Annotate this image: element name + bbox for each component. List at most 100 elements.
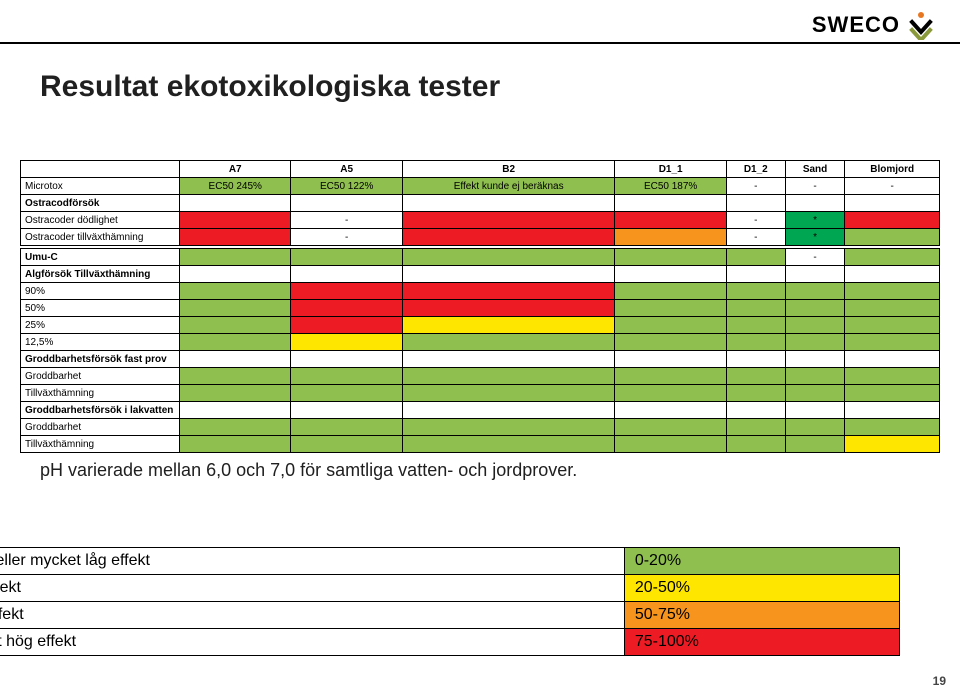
legend-range: 75-100% (624, 629, 899, 656)
header-rule (0, 42, 960, 44)
table-row: 12,5% (21, 334, 940, 351)
table-cell (180, 266, 291, 283)
table-cell (615, 212, 726, 229)
table-cell: - (726, 229, 785, 246)
table-cell: EC50 187% (615, 178, 726, 195)
table-cell (615, 229, 726, 246)
table-cell (785, 195, 845, 212)
table-cell (726, 266, 785, 283)
table-row: Tillväxthämning (21, 436, 940, 453)
header-blank (21, 161, 180, 178)
legend-range: 50-75% (624, 602, 899, 629)
results-table: A7A5B2D1_1D1_2SandBlomjordMicrotoxEC50 2… (20, 160, 940, 453)
table-cell (726, 300, 785, 317)
table-cell (615, 402, 726, 419)
row-label: Microtox (21, 178, 180, 195)
table-cell (402, 317, 614, 334)
row-label: Ostracodförsök (21, 195, 180, 212)
table-cell (402, 385, 614, 402)
table-cell (180, 334, 291, 351)
legend-table: Ingen eller mycket låg effekt0-20%Låg ef… (0, 547, 900, 656)
table-cell (291, 300, 402, 317)
table-row: Ostracoder dödlighet--* (21, 212, 940, 229)
ph-note: pH varierade mellan 6,0 och 7,0 för samt… (40, 460, 577, 481)
table-row: Groddbarhet (21, 368, 940, 385)
table-cell (615, 249, 726, 266)
table-cell (291, 402, 402, 419)
table-cell (291, 283, 402, 300)
table-cell (180, 368, 291, 385)
table-cell (845, 317, 940, 334)
row-label: Groddbarhetsförsök fast prov (21, 351, 180, 368)
table-cell (845, 283, 940, 300)
table-row: 25% (21, 317, 940, 334)
table-cell (726, 402, 785, 419)
table-row: 50% (21, 300, 940, 317)
row-label: Tillväxthämning (21, 385, 180, 402)
table-cell (180, 229, 291, 246)
table-cell: - (785, 178, 845, 195)
page-number: 19 (933, 674, 946, 688)
table-cell (402, 266, 614, 283)
table-cell (402, 334, 614, 351)
table-cell (615, 300, 726, 317)
table-cell (845, 368, 940, 385)
column-header: Sand (785, 161, 845, 178)
table-cell (615, 351, 726, 368)
table-cell (615, 266, 726, 283)
table-cell (845, 300, 940, 317)
table-cell (291, 249, 402, 266)
column-header: D1_1 (615, 161, 726, 178)
row-label: Umu-C (21, 249, 180, 266)
table-cell (785, 317, 845, 334)
row-label: 50% (21, 300, 180, 317)
table-cell (180, 385, 291, 402)
table-cell (180, 351, 291, 368)
table-row: Algförsök Tillväxthämning (21, 266, 940, 283)
table-cell: - (845, 178, 940, 195)
legend-label: Mycket hög effekt (0, 629, 624, 656)
table-row: MicrotoxEC50 245%EC50 122%Effekt kunde e… (21, 178, 940, 195)
table-cell (291, 436, 402, 453)
row-label: Groddbarhet (21, 419, 180, 436)
brand-mark-icon (906, 10, 936, 40)
table-cell (726, 195, 785, 212)
table-cell (291, 317, 402, 334)
table-cell: * (785, 229, 845, 246)
table-cell (845, 266, 940, 283)
column-header: B2 (402, 161, 614, 178)
table-cell (291, 195, 402, 212)
table-cell (180, 419, 291, 436)
table-cell (845, 334, 940, 351)
table-row: Ostracoder tillväxthämning--* (21, 229, 940, 246)
table-cell (180, 317, 291, 334)
table-row: Groddbarhetsförsök i lakvatten (21, 402, 940, 419)
table-row: 90% (21, 283, 940, 300)
table-header-row: A7A5B2D1_1D1_2SandBlomjord (21, 161, 940, 178)
table-cell (785, 334, 845, 351)
table-cell (785, 385, 845, 402)
table-row: Groddbarhetsförsök fast prov (21, 351, 940, 368)
row-label: 12,5% (21, 334, 180, 351)
table-cell: EC50 122% (291, 178, 402, 195)
table-row: Ostracodförsök (21, 195, 940, 212)
row-label: Ostracoder tillväxthämning (21, 229, 180, 246)
table-cell (845, 385, 940, 402)
table-cell (785, 368, 845, 385)
table-cell (615, 436, 726, 453)
table-cell (615, 317, 726, 334)
table-cell (845, 436, 940, 453)
table-cell (180, 402, 291, 419)
legend-row: Mycket hög effekt75-100% (0, 629, 900, 656)
table-cell (180, 283, 291, 300)
table-cell: * (785, 212, 845, 229)
table-cell: - (726, 212, 785, 229)
table-cell: - (785, 249, 845, 266)
table-cell (402, 300, 614, 317)
legend-row: Ingen eller mycket låg effekt0-20% (0, 548, 900, 575)
table-cell (726, 317, 785, 334)
table-cell (402, 229, 614, 246)
table-cell (726, 249, 785, 266)
table-cell (845, 249, 940, 266)
table-cell (291, 385, 402, 402)
